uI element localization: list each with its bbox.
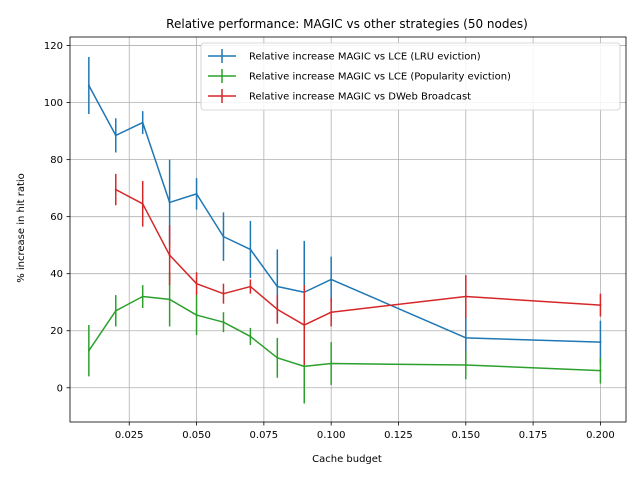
data-point <box>168 298 171 301</box>
data-point <box>599 341 602 344</box>
data-point <box>141 295 144 298</box>
series-2 <box>87 272 602 404</box>
data-point <box>114 188 117 191</box>
x-tick-label: 0.075 <box>250 430 279 441</box>
data-point <box>249 285 252 288</box>
data-point <box>276 308 279 311</box>
axis-ticks: 0.025 0.050 0.075 0.100 0.125 0.150 0.175 0.200… <box>44 41 615 441</box>
series-layer <box>87 56 602 404</box>
data-point <box>303 324 306 327</box>
legend-label: Relative increase MAGIC vs DWeb Broadcas… <box>249 92 471 103</box>
data-point <box>195 192 198 195</box>
legend-label: Relative increase MAGIC vs LCE (LRU evic… <box>249 52 481 63</box>
chart-title: Relative performance: MAGIC vs other str… <box>166 17 528 31</box>
y-axis-label: % increase in hit ratio <box>16 173 27 283</box>
x-tick-label: 0.025 <box>115 430 144 441</box>
x-tick-label: 0.050 <box>182 430 211 441</box>
y-tick-label: 120 <box>44 41 63 52</box>
legend-label: Relative increase MAGIC vs LCE (Populari… <box>249 72 511 83</box>
x-tick-label: 0.100 <box>317 430 346 441</box>
data-point <box>599 369 602 372</box>
data-point <box>168 254 171 257</box>
data-point <box>114 134 117 137</box>
data-point <box>249 248 252 251</box>
data-point <box>222 235 225 238</box>
x-tick-label: 0.150 <box>451 430 480 441</box>
data-point <box>330 362 333 365</box>
legend: Relative increase MAGIC vs LCE (LRU evic… <box>200 42 621 111</box>
y-tick-label: 0 <box>57 383 63 394</box>
data-point <box>330 278 333 281</box>
series-3 <box>114 173 602 365</box>
data-point <box>168 201 171 204</box>
data-point <box>464 363 467 366</box>
y-tick-label: 60 <box>50 212 63 223</box>
data-point <box>141 202 144 205</box>
x-axis-label: Cache budget <box>312 454 382 465</box>
y-tick-label: 80 <box>50 155 63 166</box>
series-line <box>88 85 601 343</box>
data-point <box>195 282 198 285</box>
plot-area-frame <box>69 36 627 423</box>
legend-box <box>200 42 621 111</box>
legend-entry-2: Relative increase MAGIC vs LCE (Populari… <box>208 69 511 83</box>
data-point <box>303 365 306 368</box>
data-point <box>464 336 467 339</box>
data-point <box>141 121 144 124</box>
y-tick-label: 100 <box>44 98 63 109</box>
data-point <box>276 356 279 359</box>
data-point <box>222 292 225 295</box>
data-point <box>330 311 333 314</box>
data-point <box>87 349 90 352</box>
data-point <box>599 304 602 307</box>
y-tick-label: 20 <box>50 326 63 337</box>
legend-entry-1: Relative increase MAGIC vs LCE (LRU evic… <box>208 49 481 63</box>
x-tick-label: 0.200 <box>586 430 615 441</box>
data-point <box>114 309 117 312</box>
data-point <box>276 285 279 288</box>
y-tick-label: 40 <box>50 269 63 280</box>
data-point <box>464 295 467 298</box>
legend-entry-3: Relative increase MAGIC vs DWeb Broadcas… <box>208 89 471 103</box>
x-tick-label: 0.175 <box>519 430 548 441</box>
data-point <box>222 321 225 324</box>
data-point <box>87 84 90 87</box>
x-tick-label: 0.125 <box>384 430 413 441</box>
data-point <box>195 314 198 317</box>
data-point <box>249 335 252 338</box>
series-line <box>88 295 601 372</box>
